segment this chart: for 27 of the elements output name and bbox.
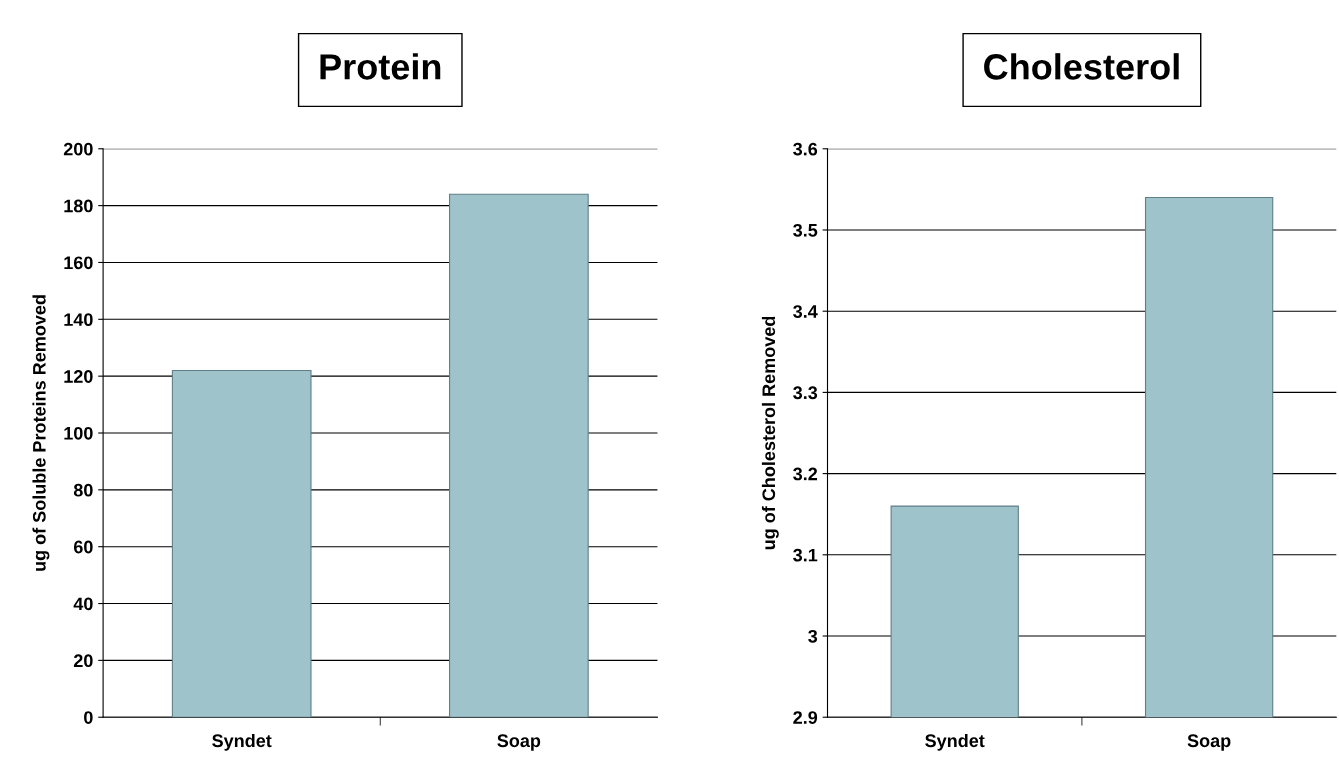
y-tick-label: 40 [73, 597, 93, 611]
y-tick-label: 3.2 [793, 467, 818, 481]
x-tick-label: Soap [497, 734, 541, 751]
y-tick-label: 3 [808, 629, 818, 643]
y-tick-label: 2.9 [793, 711, 818, 724]
y-tick-label: 3.3 [793, 386, 818, 400]
y-tick-label: 3.5 [793, 223, 818, 237]
y-tick-label: 140 [64, 313, 93, 327]
x-tick-label: Syndet [925, 733, 985, 751]
y-tick-label: 60 [73, 540, 93, 554]
y-tick-label: 100 [64, 426, 93, 440]
chart-title: Cholesterol [984, 53, 1179, 80]
y-tick-label: 120 [64, 370, 93, 383]
y-tick-label: 160 [64, 256, 93, 270]
y-tick-label: 20 [73, 654, 93, 668]
chart-title: Protein [320, 53, 441, 80]
x-tick-label: Syndet [212, 733, 272, 751]
y-tick-label: 200 [63, 142, 93, 156]
y-axis-title: ug of Cholesterol Removed [761, 316, 779, 550]
y-tick-label: 180 [64, 199, 93, 213]
y-axis-title: ug of Soluble Proteins Removed [32, 295, 50, 571]
y-tick-label: 3.4 [793, 305, 818, 318]
y-tick-label: 0 [84, 711, 93, 724]
x-tick-label: Soap [1187, 734, 1231, 751]
y-tick-label: 3.6 [793, 142, 818, 156]
y-tick-label: 3.1 [793, 548, 818, 562]
y-tick-label: 80 [73, 483, 93, 497]
